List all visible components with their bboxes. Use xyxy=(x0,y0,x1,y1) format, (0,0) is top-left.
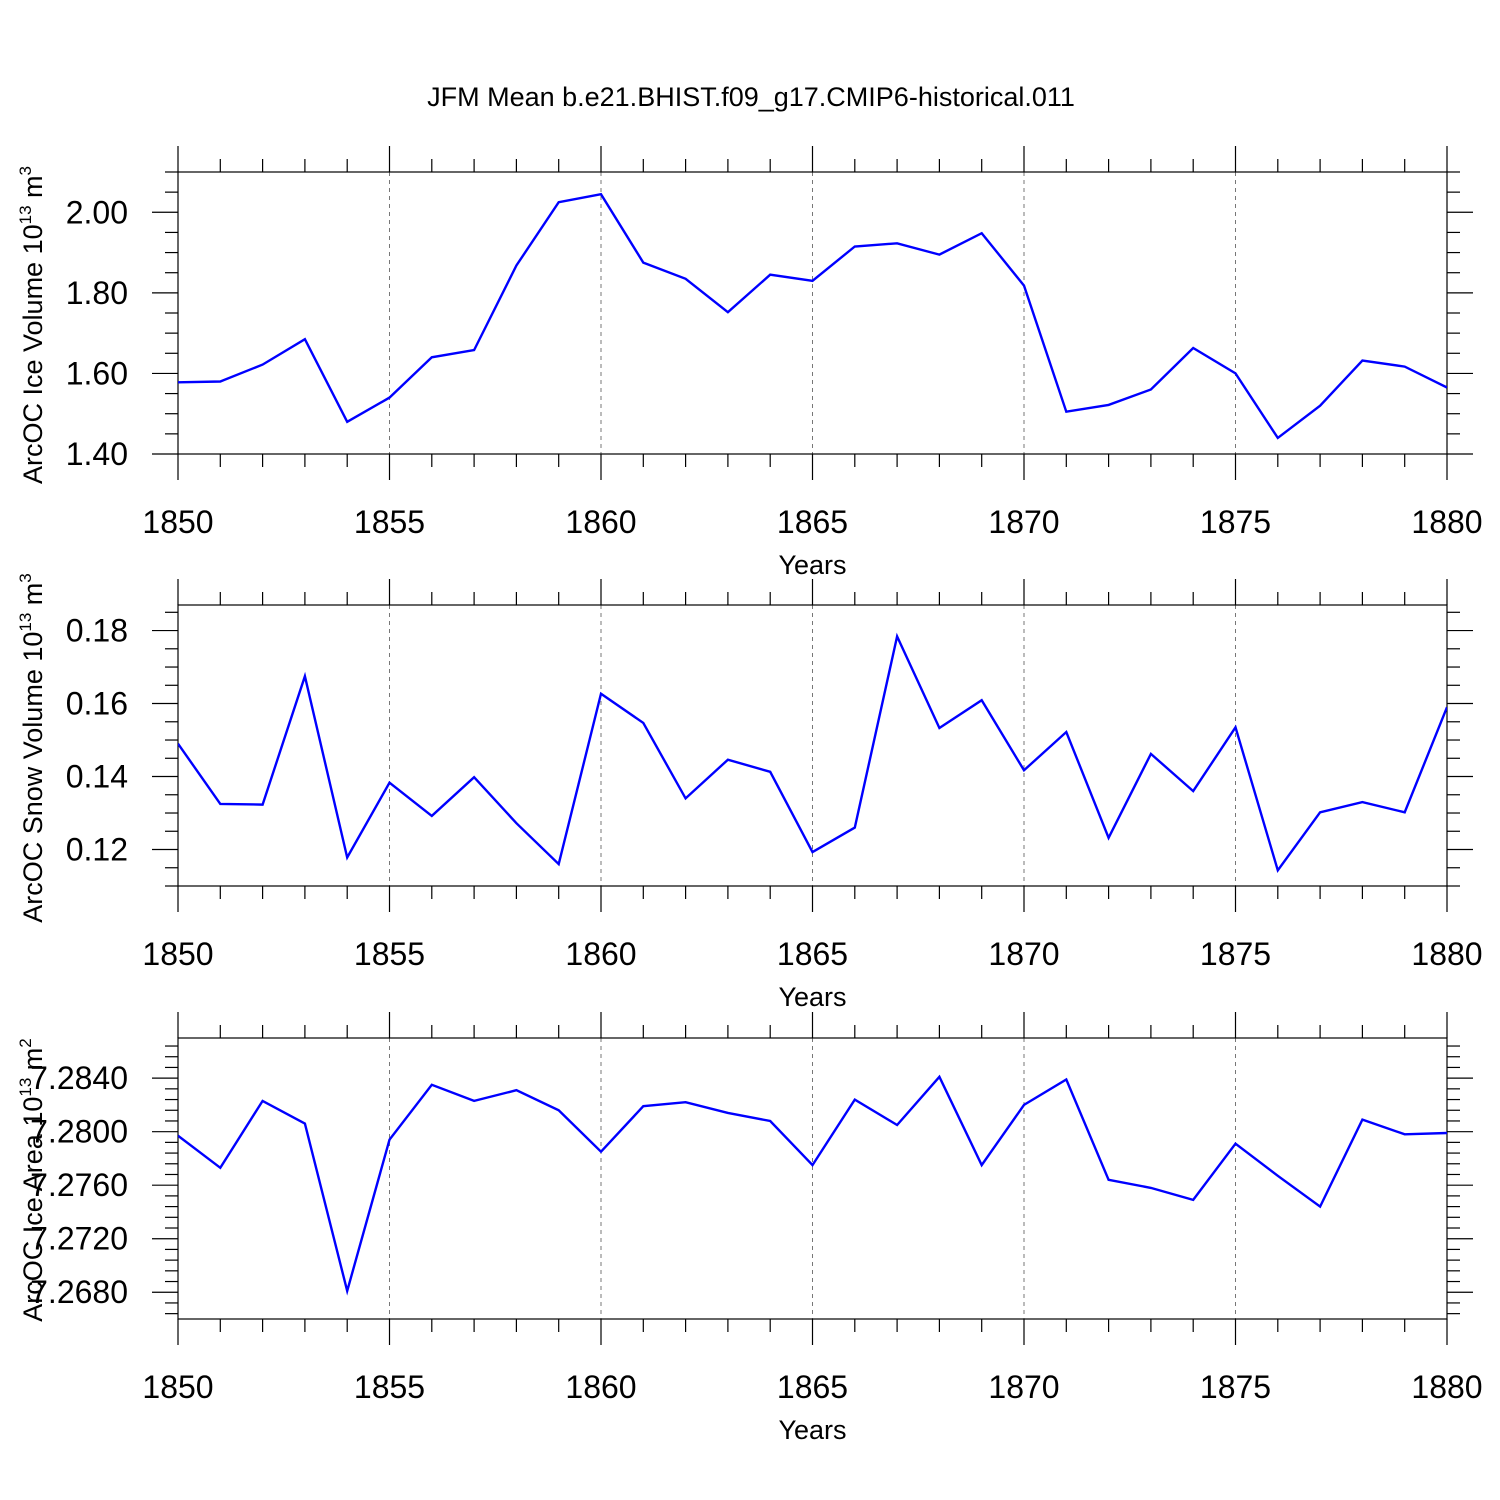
y-tick-label: 2.00 xyxy=(66,194,128,230)
y-tick-label: 0.14 xyxy=(66,759,128,795)
x-tick-label: 1880 xyxy=(1411,504,1482,540)
series-line xyxy=(178,632,1447,873)
x-tick-label: 1880 xyxy=(1411,936,1482,972)
series-line xyxy=(178,192,1447,440)
x-tick-label: 1860 xyxy=(565,1369,636,1405)
y-tick-label: 1.60 xyxy=(66,355,128,391)
y-axis-label-exponent: 13 xyxy=(16,613,35,632)
x-tick-label: 1875 xyxy=(1200,1369,1271,1405)
panels: 1.40 1.60 1.80 2.00 1850 1855 1860 1865 1870 1875… xyxy=(16,146,1483,1445)
y-tick-label: 7.2680 xyxy=(30,1274,128,1310)
y-tick-label: 1.40 xyxy=(66,436,128,472)
y-axis-label-unit-exponent: 3 xyxy=(16,573,35,582)
x-tick-label: 1865 xyxy=(777,504,848,540)
x-tick-label: 1875 xyxy=(1200,504,1271,540)
series-line xyxy=(178,1074,1447,1296)
y-axis-label: ArcOC Ice Area 1013 m2 xyxy=(16,1038,48,1322)
y-axis-label-unit: m xyxy=(18,175,48,205)
panel-1: 1.40 1.60 1.80 2.00 1850 1855 1860 1865 1870 1875… xyxy=(16,146,1483,580)
y-axis-label-text: ArcOC Ice Volume 10 xyxy=(18,224,48,484)
x-tick-label: 1855 xyxy=(354,1369,425,1405)
y-axis-label-text: ArcOC Snow Volume 10 xyxy=(18,632,48,923)
x-tick-label: 1855 xyxy=(354,504,425,540)
x-tick-label: 1865 xyxy=(777,936,848,972)
y-axis-label-unit-exponent: 3 xyxy=(16,166,35,175)
x-tick-label: 1860 xyxy=(565,936,636,972)
x-tick-label: 1865 xyxy=(777,1369,848,1405)
panel-3: 7.2680 7.2720 7.2760 7.2800 7.2840 1850 1855 18… xyxy=(16,1012,1483,1445)
y-tick-label: 0.16 xyxy=(66,686,128,722)
y-axis-label: ArcOC Snow Volume 1013 m3 xyxy=(16,573,48,923)
x-tick-label: 1850 xyxy=(142,504,213,540)
x-tick-label: 1875 xyxy=(1200,936,1271,972)
x-tick-label: 1860 xyxy=(565,504,636,540)
x-tick-label: 1880 xyxy=(1411,1369,1482,1405)
x-axis-label: Years xyxy=(778,1415,846,1445)
y-axis-label-unit: m xyxy=(18,1048,48,1078)
x-tick-label: 1870 xyxy=(988,1369,1059,1405)
y-tick-label: 0.18 xyxy=(66,613,128,649)
y-axis-label: ArcOC Ice Volume 1013 m3 xyxy=(16,166,48,484)
y-axis-label-unit-exponent: 2 xyxy=(16,1038,35,1047)
y-tick-label: 7.2800 xyxy=(30,1114,128,1150)
y-tick-label: 1.80 xyxy=(66,275,128,311)
y-axis-label-exponent: 13 xyxy=(16,205,35,224)
y-tick-label: 7.2720 xyxy=(30,1221,128,1257)
panel-2: 0.12 0.14 0.16 0.18 1850 1855 1860 1865 1870 1875… xyxy=(16,573,1483,1012)
y-tick-label: 7.2760 xyxy=(30,1167,128,1203)
y-tick-label: 7.2840 xyxy=(30,1060,128,1096)
x-tick-label: 1855 xyxy=(354,936,425,972)
y-axis-label-unit: m xyxy=(18,583,48,613)
x-axis-label: Years xyxy=(778,550,846,580)
x-tick-label: 1870 xyxy=(988,936,1059,972)
y-tick-label: 0.12 xyxy=(66,832,128,868)
x-tick-label: 1850 xyxy=(142,1369,213,1405)
x-tick-label: 1850 xyxy=(142,936,213,972)
chart-title: JFM Mean b.e21.BHIST.f09_g17.CMIP6-histo… xyxy=(427,82,1075,112)
x-tick-label: 1870 xyxy=(988,504,1059,540)
x-axis-label: Years xyxy=(778,982,846,1012)
y-axis-label-exponent: 13 xyxy=(16,1078,35,1097)
y-axis-label-text: ArcOC Ice Area 10 xyxy=(18,1097,48,1322)
